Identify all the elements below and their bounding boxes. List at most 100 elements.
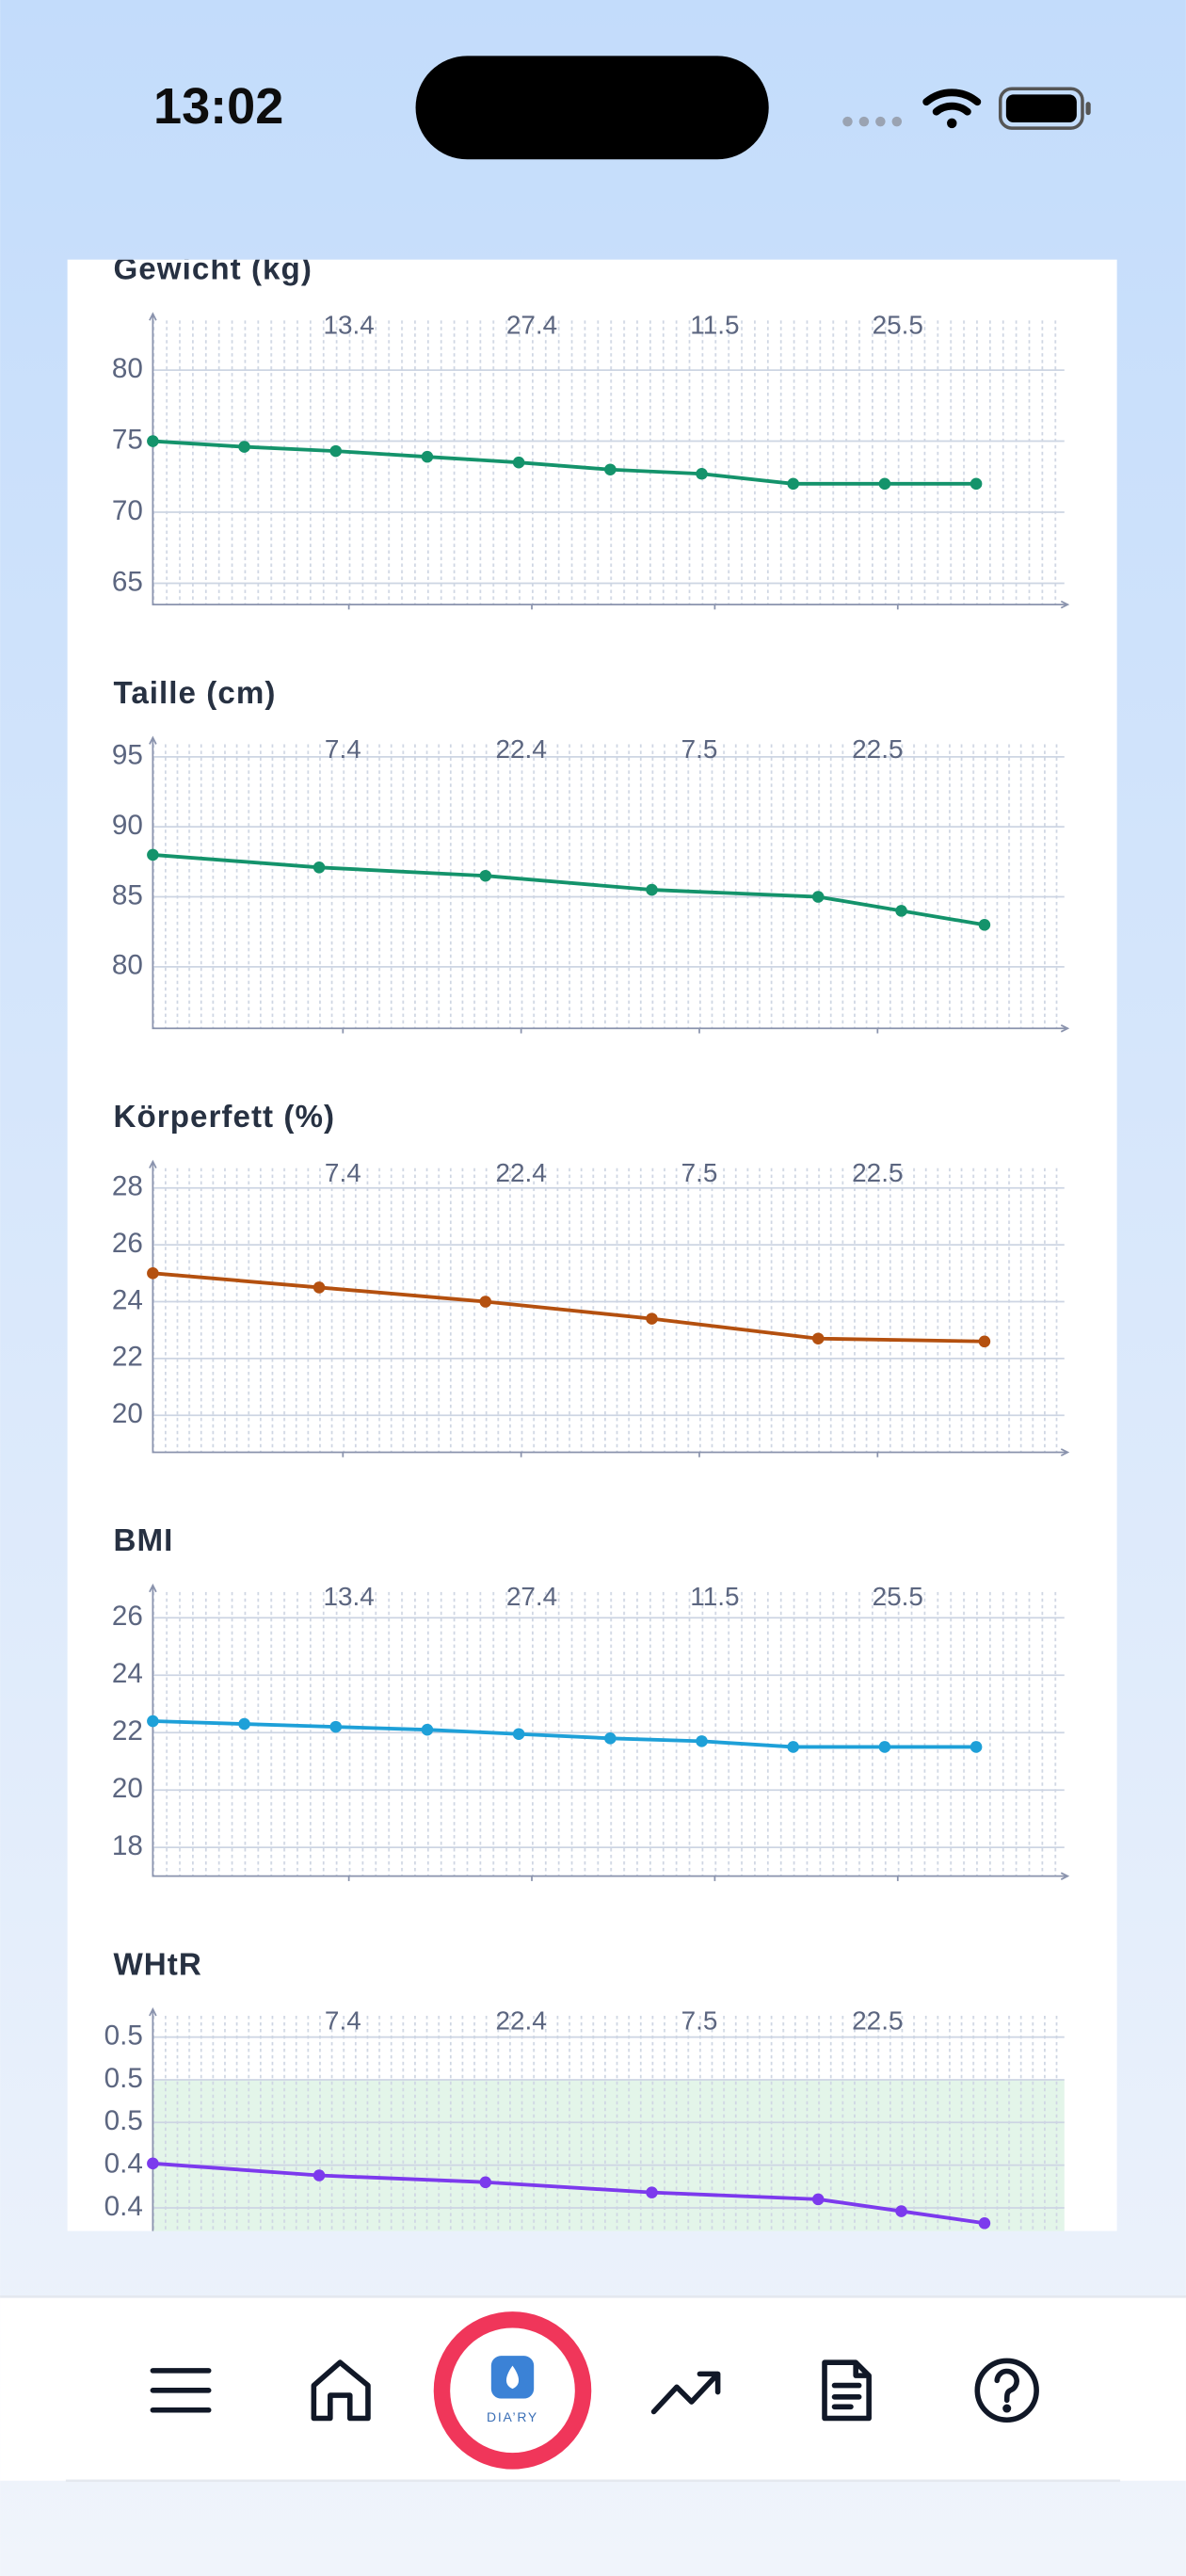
chart: WHtR 0.4 0.4 0.5 0.5 0.5 7.4 22.4 7.5 22.5 (104, 1947, 1065, 2231)
x-tick-label: 7.5 (681, 1158, 718, 1187)
data-point (696, 1735, 708, 1747)
clock: 13:02 (153, 78, 283, 135)
chart: Gewicht (kg) 65 70 75 80 13.4 27.4 11.5 25.5 (112, 252, 1070, 610)
y-tick-label: 65 (112, 566, 143, 597)
chart-title: Gewicht (kg) (113, 252, 312, 287)
axes (152, 2009, 154, 2231)
trends-button[interactable] (650, 2371, 721, 2415)
data-point (313, 861, 326, 874)
y-tick-label: 26 (112, 1601, 143, 1632)
axes (152, 737, 1068, 1030)
documents-button[interactable] (822, 2359, 872, 2422)
data-point (147, 435, 159, 447)
y-tick-label: 18 (112, 1830, 143, 1861)
x-tick-label: 7.4 (325, 1158, 361, 1187)
data-point (811, 1332, 825, 1345)
chart-title: WHtR (113, 1947, 201, 1982)
help-button[interactable] (974, 2358, 1039, 2423)
x-tick-label: 27.4 (506, 1582, 557, 1611)
data-point (646, 883, 658, 896)
data-point (421, 450, 434, 463)
series-line (152, 1271, 985, 1344)
home-button[interactable] (311, 2359, 371, 2422)
x-tick-label: 7.5 (681, 734, 718, 764)
data-point (147, 848, 159, 861)
chart-title: BMI (113, 1523, 173, 1558)
data-point (970, 477, 983, 491)
x-tick-label: 27.4 (506, 311, 557, 340)
y-tick-label: 0.5 (104, 2105, 143, 2136)
axis-arrow (149, 312, 1070, 609)
wifi (922, 89, 982, 129)
data-point (313, 1281, 326, 1294)
data-point (604, 1732, 617, 1745)
y-tick-label: 80 (112, 950, 143, 981)
data-point (978, 2216, 991, 2230)
y-tick-label: 24 (112, 1658, 143, 1689)
data-point (421, 1723, 434, 1736)
y-tick-label: 22 (112, 1715, 143, 1747)
menu-button[interactable] (150, 2368, 212, 2413)
data-point (895, 905, 907, 917)
x-tick-label: 7.5 (681, 2005, 718, 2035)
data-point (646, 2186, 658, 2198)
y-tick-label: 26 (112, 1228, 143, 1259)
data-point (978, 1335, 991, 1348)
x-tick-label: 13.4 (323, 311, 374, 340)
chart-title: Körperfett (%) (113, 1100, 335, 1135)
x-tick-label: 11.5 (690, 1582, 739, 1611)
axes (152, 314, 1068, 605)
minor-grid (152, 2015, 1065, 2231)
chart: Körperfett (%) 20 22 24 26 28 7.4 22.4 7.5 22.5 (112, 1100, 1070, 1457)
data-point (978, 918, 991, 931)
data-point (878, 1741, 891, 1753)
y-tick-label: 95 (112, 740, 143, 771)
data-point (646, 1312, 658, 1325)
logo-drop (505, 2365, 520, 2390)
axis-arrow (149, 1159, 1070, 1457)
y-tick-label: 0.4 (104, 2191, 143, 2222)
x-tick-label: 22.4 (495, 734, 546, 764)
data-point (787, 477, 799, 491)
y-tick-label: 20 (112, 1773, 143, 1804)
data-point (811, 891, 825, 903)
dynamic-island (415, 56, 769, 160)
y-tick-label: 0.4 (104, 2148, 143, 2179)
data-point (147, 1267, 159, 1280)
y-tick-label: 0.5 (104, 2020, 143, 2051)
minor-grid (152, 320, 1065, 605)
data-point (479, 1296, 492, 1308)
y-tick-label: 28 (112, 1171, 143, 1202)
x-tick-label: 7.4 (325, 734, 361, 764)
data-point (313, 2169, 326, 2182)
data-point (479, 2176, 492, 2189)
y-tick-label: 0.5 (104, 2063, 143, 2094)
logo-button[interactable]: DIA’RY (433, 2311, 592, 2470)
y-tick-label: 80 (112, 353, 143, 384)
x-tick-label: 25.5 (873, 311, 923, 340)
data-point (147, 1715, 159, 1728)
y-tick-label: 90 (112, 810, 143, 841)
data-point (329, 444, 343, 458)
chart: BMI 18 20 22 24 26 13.4 27.4 11.5 25.5 (112, 1523, 1070, 1881)
data-point (329, 1720, 343, 1733)
data-point (604, 463, 617, 476)
data-point (512, 1728, 525, 1741)
y-tick-label: 24 (112, 1284, 143, 1315)
series-line (152, 439, 977, 486)
y-tick-label: 85 (112, 879, 143, 910)
axis-arrow (149, 2007, 157, 2017)
signal (842, 116, 903, 127)
x-tick-label: 25.5 (873, 1582, 923, 1611)
battery (998, 87, 1091, 130)
y-tick-label: 22 (112, 1342, 143, 1373)
series-line (152, 1719, 977, 1749)
data-point (238, 1717, 250, 1731)
data-point (970, 1741, 983, 1753)
data-point (147, 2157, 159, 2170)
data-point (811, 2193, 825, 2206)
data-point (895, 2205, 907, 2217)
x-tick-label: 22.5 (852, 2005, 903, 2035)
